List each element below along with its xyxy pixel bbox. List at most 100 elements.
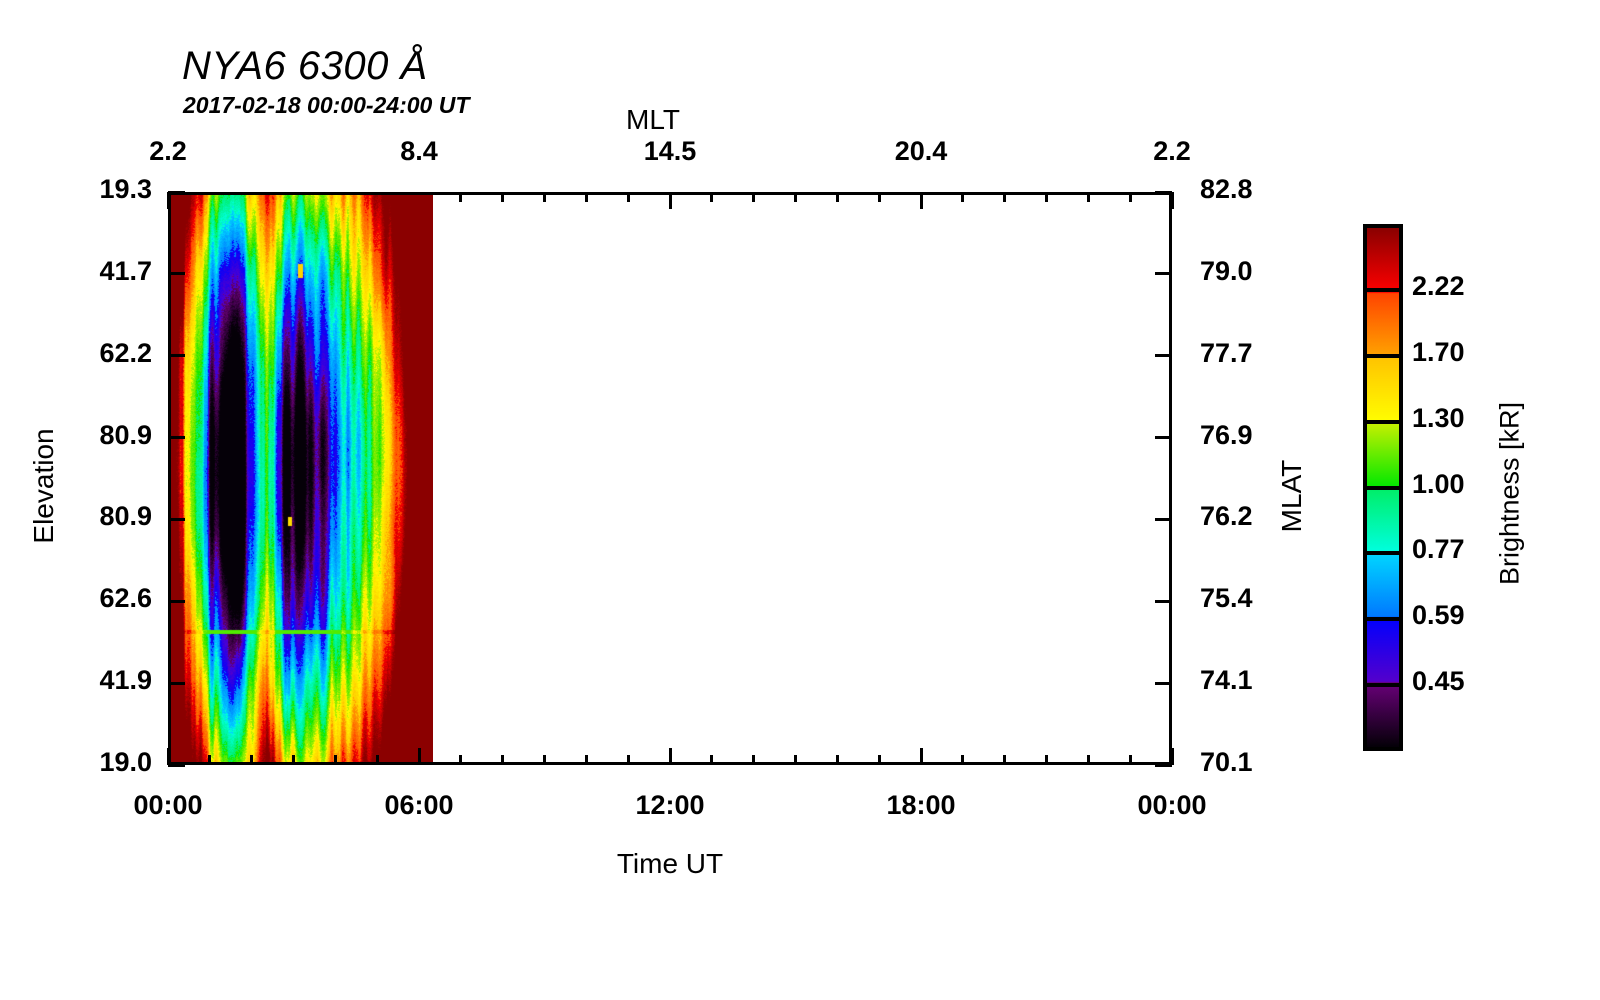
mlt-tick-label: 2.2 — [149, 136, 187, 166]
time-major-tick — [668, 748, 672, 765]
time-minor-tick — [250, 755, 254, 765]
colorbar-tick-label: 0.77 — [1412, 534, 1465, 565]
time-major-tick — [417, 748, 421, 765]
colorbar-separator — [1363, 419, 1403, 424]
colorbar-tick-label: 1.30 — [1412, 402, 1465, 433]
mlt-minor-tick — [794, 192, 797, 202]
mlat-tick — [1155, 436, 1172, 440]
time-tick-label: 00:00 — [1137, 790, 1207, 820]
time-minor-tick — [292, 755, 295, 765]
time-major-tick — [919, 748, 923, 765]
time-axis-title: Time UT — [616, 848, 724, 879]
mlt-minor-tick — [584, 192, 588, 202]
time-minor-tick — [333, 755, 337, 765]
elevation-tick — [168, 354, 185, 358]
mlt-minor-tick — [459, 192, 463, 202]
colorbar-separator — [1363, 287, 1403, 292]
mlat-tick-label: 76.2 — [1200, 501, 1253, 532]
time-minor-tick — [752, 755, 756, 765]
mlat-tick — [1155, 190, 1172, 194]
colorbar-separator — [1363, 551, 1403, 556]
time-tick-label: 12:00 — [635, 790, 705, 820]
mlt-major-tick — [1170, 192, 1174, 209]
mlat-tick-label: 82.8 — [1200, 174, 1253, 204]
mlt-minor-tick — [501, 192, 505, 202]
time-tick-label: 18:00 — [886, 790, 956, 820]
time-minor-tick — [1086, 755, 1090, 765]
mlt-tick-label: 8.4 — [400, 136, 438, 166]
elevation-tick — [168, 763, 185, 767]
colorbar-separator — [1363, 485, 1403, 490]
elevation-tick-label: 19.0 — [99, 747, 152, 777]
elevation-tick — [168, 681, 185, 685]
colorbar-tick-label: 0.45 — [1412, 666, 1465, 697]
colorbar-separator — [1363, 683, 1403, 688]
mlt-minor-tick — [835, 192, 839, 202]
time-minor-tick — [877, 755, 881, 765]
time-minor-tick — [1003, 755, 1007, 765]
page-subtitle: 2017-02-18 00:00-24:00 UT — [183, 92, 470, 118]
mlat-tick — [1155, 681, 1172, 685]
elevation-tick-label: 62.6 — [99, 583, 152, 614]
time-minor-tick — [584, 755, 588, 765]
mlt-minor-tick — [1086, 192, 1090, 202]
time-minor-tick — [543, 755, 546, 765]
colorbar-separator — [1363, 353, 1403, 358]
time-minor-tick — [208, 755, 212, 765]
time-tick-label: 00:00 — [133, 790, 203, 820]
mlt-minor-tick — [752, 192, 756, 202]
colorbar-tick-label: 1.70 — [1412, 336, 1465, 367]
mlt-minor-tick — [710, 192, 714, 202]
time-tick-label: 06:00 — [384, 790, 454, 820]
time-minor-tick — [459, 755, 463, 765]
mlt-axis-title: MLT — [626, 104, 680, 135]
elevation-tick — [168, 599, 185, 603]
elevation-tick-label: 41.7 — [99, 255, 152, 286]
mlat-tick-label: 77.7 — [1200, 337, 1253, 368]
mlat-tick — [1155, 763, 1172, 767]
mlt-minor-tick — [626, 192, 630, 202]
mlt-minor-tick — [877, 192, 881, 202]
time-minor-tick — [835, 755, 839, 765]
time-minor-tick — [710, 755, 714, 765]
colorbar-tick-label: 2.22 — [1412, 270, 1465, 301]
mlt-major-tick — [919, 192, 923, 209]
colorbar-title: Brightness [kR] — [1494, 401, 1525, 586]
mlat-tick-label: 75.4 — [1200, 583, 1253, 614]
time-major-tick — [166, 748, 170, 765]
time-minor-tick — [1045, 755, 1048, 765]
plot-frame — [168, 192, 1172, 765]
time-minor-tick — [961, 755, 965, 765]
mlat-tick-label: 79.0 — [1200, 255, 1253, 286]
elevation-tick — [168, 272, 185, 276]
elevation-tick — [168, 190, 185, 194]
elevation-tick — [168, 517, 185, 521]
mlat-tick — [1155, 599, 1172, 603]
time-minor-tick — [501, 755, 505, 765]
mlat-tick — [1155, 272, 1172, 276]
elevation-tick-label: 80.9 — [99, 419, 152, 450]
elevation-tick-label: 80.9 — [99, 501, 152, 532]
colorbar-tick-label: 0.59 — [1412, 600, 1465, 631]
mlat-tick-label: 76.9 — [1200, 419, 1253, 450]
mlt-minor-tick — [1128, 192, 1132, 202]
mlat-tick — [1155, 517, 1172, 521]
time-minor-tick — [626, 755, 630, 765]
mlt-tick-label: 20.4 — [894, 136, 948, 166]
mlt-tick-label: 14.5 — [643, 136, 697, 166]
mlat-tick-label: 74.1 — [1200, 665, 1253, 696]
mlt-minor-tick — [961, 192, 965, 202]
time-minor-tick — [375, 755, 379, 765]
page-title: NYA6 6300 Å — [182, 44, 428, 88]
mlt-minor-tick — [1003, 192, 1007, 202]
mlt-minor-tick — [543, 192, 546, 202]
mlt-minor-tick — [1045, 192, 1048, 202]
elevation-tick-label: 41.9 — [99, 665, 152, 696]
colorbar-separator — [1363, 617, 1403, 622]
time-minor-tick — [1128, 755, 1132, 765]
keogram-image — [170, 194, 433, 763]
time-major-tick — [1170, 748, 1174, 765]
elevation-tick — [168, 436, 185, 440]
mlt-major-tick — [668, 192, 672, 209]
time-minor-tick — [794, 755, 797, 765]
